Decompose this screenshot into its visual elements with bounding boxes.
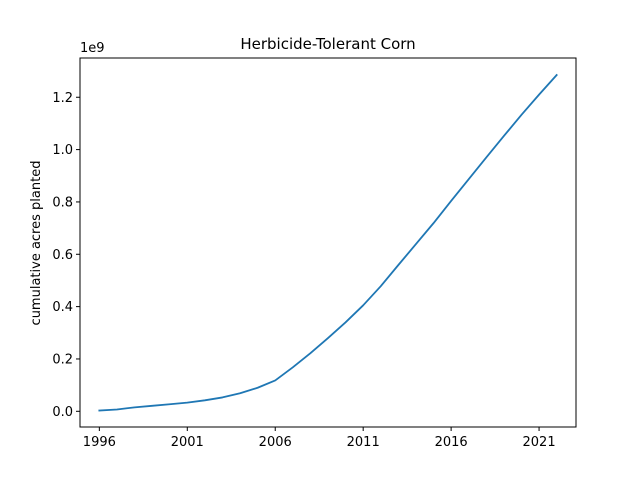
y-tick-label: 0.6 — [52, 248, 73, 263]
chart-title: Herbicide-Tolerant Corn — [240, 35, 415, 53]
plot-area — [98, 73, 558, 412]
y-tick-label: 0.2 — [52, 352, 73, 367]
x-tick-label: 2021 — [523, 435, 556, 450]
y-tick-label: 1.0 — [52, 143, 73, 158]
x-tick-label: 2016 — [435, 435, 468, 450]
y-tick-label: 1.2 — [52, 91, 73, 106]
y-axis: 0.0 0.2 0.4 0.6 0.8 1.0 1.2 — [52, 91, 80, 420]
x-tick-label: 2006 — [259, 435, 292, 450]
x-tick-label: 2011 — [347, 435, 380, 450]
y-offset-label: 1e9 — [80, 41, 105, 56]
series-line — [98, 73, 558, 412]
y-tick-label: 0.0 — [52, 405, 73, 420]
y-axis-label: cumulative acres planted — [29, 161, 44, 326]
y-tick-label: 0.4 — [52, 300, 73, 315]
x-tick-label: 1996 — [83, 435, 116, 450]
y-tick-label: 0.8 — [52, 195, 73, 210]
plot-frame — [79, 57, 577, 428]
x-tick-label: 2001 — [171, 435, 204, 450]
x-axis: 1996 2001 2006 2011 2016 2021 — [83, 427, 556, 450]
